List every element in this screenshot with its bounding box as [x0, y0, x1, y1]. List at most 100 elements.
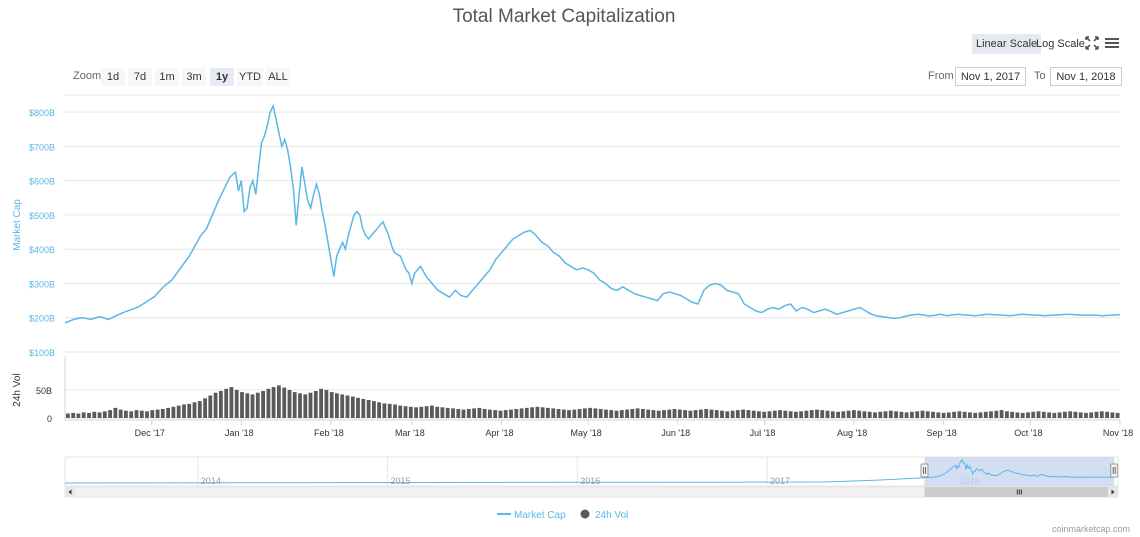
volume-bar [456, 409, 461, 418]
volume-bar [783, 410, 788, 418]
zoom-all-button[interactable]: ALL [266, 68, 290, 86]
credit-link[interactable]: coinmarketcap.com [1051, 524, 1130, 534]
volume-bar [192, 402, 197, 419]
volume-bar [430, 405, 434, 418]
zoom-1d-button[interactable]: 1d [101, 68, 125, 86]
volume-bar [403, 406, 408, 418]
volume-bar [1115, 412, 1120, 418]
zoom-3m-button[interactable]: 3m [182, 68, 206, 86]
x-tick-label: Jul '18 [750, 428, 776, 438]
zoom-1m-button[interactable]: 1m [155, 68, 179, 86]
volume-bar [472, 408, 476, 418]
volume-bar [255, 392, 260, 418]
volume-bar [688, 410, 693, 418]
x-tick-label: Dec '17 [135, 428, 165, 438]
volume-bar [735, 410, 740, 418]
y-tick-label: $300B [29, 279, 55, 289]
volume-bar [746, 410, 751, 418]
volume-bar [1047, 412, 1051, 418]
volume-bar [551, 408, 556, 418]
volume-bar [820, 410, 825, 418]
x-tick-label: Jan '18 [225, 428, 254, 438]
volume-bar [1041, 411, 1046, 418]
volume-bar [66, 413, 70, 418]
volume-bar [625, 409, 629, 418]
volume-bar [292, 392, 297, 418]
volume-bar [630, 409, 635, 418]
volume-bar [593, 408, 598, 418]
volume-bar [340, 394, 345, 418]
zoom-7d-button[interactable]: 7d [128, 68, 152, 86]
grid-lines [64, 94, 1120, 420]
volume-bar [361, 398, 366, 418]
volume-bar [709, 409, 714, 418]
navigator-left-handle[interactable] [920, 463, 929, 478]
navigator-tick-label: 2017 [770, 476, 790, 486]
volume-bar [767, 411, 772, 419]
volume-bar [87, 412, 91, 418]
volume-bar [846, 410, 851, 418]
volume-bar [245, 393, 250, 419]
volume-bar [899, 411, 904, 418]
x-tick-label: Sep '18 [927, 428, 957, 438]
volume-bar [1063, 411, 1067, 418]
volume-bar [1084, 412, 1088, 418]
to-date-input[interactable]: Nov 1, 2018 [1050, 67, 1122, 86]
volume-bar [398, 405, 403, 418]
linear-scale-button[interactable]: Linear Scale [972, 34, 1042, 54]
volume-bar [904, 412, 909, 418]
volume-bar [76, 413, 81, 418]
volume-bar [81, 412, 86, 418]
volume-bar [319, 388, 323, 419]
x-tick-label: Nov '18 [1103, 428, 1133, 438]
navigator-right-handle[interactable] [1110, 463, 1119, 478]
volume-bar [614, 410, 619, 418]
volume-bar [778, 410, 782, 418]
volume-bar [97, 412, 102, 418]
volume-bar [672, 409, 677, 418]
x-tick-label: Mar '18 [395, 428, 425, 438]
volume-bar [957, 411, 962, 419]
volume-bar [313, 391, 318, 418]
volume-bar [166, 407, 170, 418]
volume-bar [102, 411, 107, 419]
from-date-input[interactable]: Nov 1, 2017 [955, 67, 1026, 86]
x-tick-label: Apr '18 [485, 428, 513, 438]
fullscreen-icon[interactable] [1084, 35, 1100, 51]
volume-bar [667, 409, 672, 418]
volume-bar [1094, 411, 1099, 418]
volume-bar [983, 411, 988, 418]
volume-bar [303, 394, 308, 418]
volume-bar [730, 410, 735, 418]
navigator-tick-label: 2015 [391, 476, 411, 486]
volume-bar [952, 411, 956, 418]
volume-bar [171, 406, 176, 419]
zoom-ytd-button[interactable]: YTD [237, 68, 263, 86]
volume-bar [825, 410, 830, 418]
legend-volume-symbol [580, 509, 590, 519]
volume-bar [999, 410, 1004, 418]
volume-bar [71, 412, 76, 418]
volume-bar [160, 409, 165, 418]
volume-bar [282, 387, 287, 418]
volume-bar [524, 407, 529, 418]
volume-bar [714, 410, 719, 418]
volume-bar [1020, 412, 1025, 418]
legend-volume-label[interactable]: 24h Vol [595, 510, 628, 521]
volume-bar [466, 409, 471, 418]
hamburger-menu-icon[interactable] [1104, 35, 1120, 51]
volume-bar [867, 411, 872, 418]
log-scale-button[interactable]: Log Scale [1036, 38, 1085, 50]
volume-bar [804, 410, 809, 418]
volume-bar [519, 408, 524, 418]
volume-bar [561, 409, 566, 418]
volume-bar [1078, 412, 1083, 418]
legend-market-cap-label[interactable]: Market Cap [514, 510, 566, 521]
navigator-line [64, 459, 1115, 484]
volume-bar [757, 411, 761, 419]
volume-bar [588, 407, 592, 418]
zoom-1y-button[interactable]: 1y [210, 68, 234, 86]
volume-bar [129, 411, 134, 419]
navigator-selection[interactable] [924, 457, 1115, 486]
volume-bar [414, 407, 418, 418]
